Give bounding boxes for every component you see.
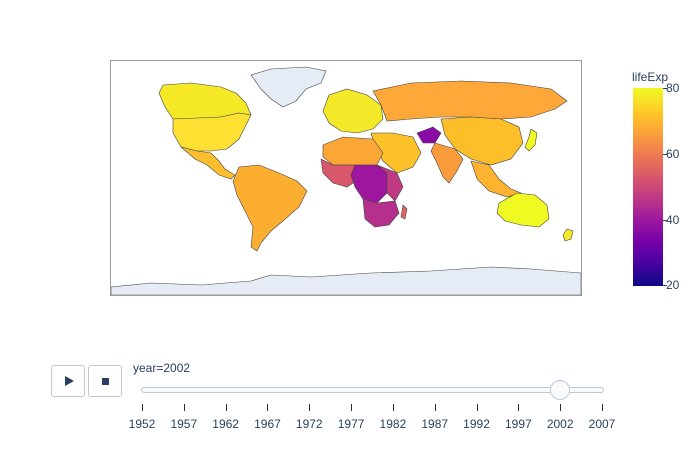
- region-china-mongolia[interactable]: [440, 116, 524, 166]
- colorbar-tick-label: 20: [666, 278, 680, 292]
- colorbar-tickmark: [663, 154, 667, 155]
- slider-tick: [309, 404, 311, 411]
- choropleth-map[interactable]: [111, 61, 581, 295]
- slider-step-label[interactable]: 1992: [463, 417, 490, 431]
- region-india[interactable]: [430, 142, 464, 184]
- region-north-africa[interactable]: [322, 136, 384, 166]
- region-afghanistan[interactable]: [416, 126, 442, 144]
- slider-step-label[interactable]: 1952: [128, 417, 156, 431]
- play-button[interactable]: [51, 365, 85, 397]
- slider-step-label[interactable]: 1987: [421, 417, 449, 431]
- stop-button[interactable]: [88, 365, 122, 397]
- region-japan[interactable]: [524, 128, 538, 152]
- slider-tick: [476, 404, 478, 411]
- stop-icon: [102, 378, 109, 385]
- slider-tick: [225, 404, 227, 411]
- colorbar-tickmark: [663, 285, 667, 286]
- slider-step-label[interactable]: 1997: [505, 417, 532, 431]
- play-icon: [65, 376, 74, 386]
- slider-step-label[interactable]: 1957: [170, 417, 198, 431]
- region-mexico-central-america[interactable]: [180, 146, 236, 180]
- region-russia[interactable]: [372, 80, 568, 122]
- colorbar-tick-label: 80: [666, 81, 680, 95]
- slider-tick: [602, 404, 603, 411]
- slider-step-label[interactable]: 1977: [337, 417, 365, 431]
- slider-step-label[interactable]: 1962: [212, 417, 239, 431]
- slider-tick: [183, 404, 185, 411]
- slider-step-label[interactable]: 2002: [546, 417, 574, 431]
- slider-tick: [560, 404, 562, 411]
- year-slider-track[interactable]: [141, 387, 604, 393]
- colorbar-tickmark: [663, 88, 667, 89]
- slider-step-label[interactable]: 1972: [295, 417, 323, 431]
- region-usa[interactable]: [172, 112, 252, 152]
- colorbar-title: lifeExp: [632, 70, 669, 84]
- slider-step-label[interactable]: 1967: [254, 417, 281, 431]
- slider-step-label[interactable]: 1982: [379, 417, 407, 431]
- region-southern-africa[interactable]: [362, 198, 400, 228]
- colorbar-tick-label: 60: [666, 147, 680, 161]
- region-europe[interactable]: [322, 88, 384, 134]
- slider-step-label[interactable]: 2007: [588, 417, 616, 431]
- region-australia[interactable]: [496, 192, 550, 228]
- slider-tick: [142, 404, 143, 411]
- antarctica-region[interactable]: [111, 266, 581, 295]
- region-madagascar[interactable]: [400, 204, 408, 220]
- slider-current-label: year=2002: [133, 361, 191, 375]
- colorbar: [633, 88, 663, 286]
- colorbar-tick-label: 40: [666, 213, 680, 227]
- greenland-region[interactable]: [250, 66, 327, 108]
- slider-tick: [434, 404, 436, 411]
- region-new-zealand[interactable]: [562, 228, 574, 242]
- slider-tick: [351, 404, 353, 411]
- slider-tick: [392, 404, 394, 411]
- slider-tick: [518, 404, 520, 411]
- region-west-africa[interactable]: [320, 158, 360, 188]
- year-slider-handle[interactable]: [550, 380, 571, 400]
- slider-tick: [267, 404, 269, 411]
- colorbar-tickmark: [663, 220, 667, 221]
- world-map[interactable]: [110, 60, 582, 296]
- region-southeast-asia[interactable]: [470, 160, 522, 198]
- region-south-america[interactable]: [232, 164, 308, 252]
- region-central-africa[interactable]: [350, 164, 388, 204]
